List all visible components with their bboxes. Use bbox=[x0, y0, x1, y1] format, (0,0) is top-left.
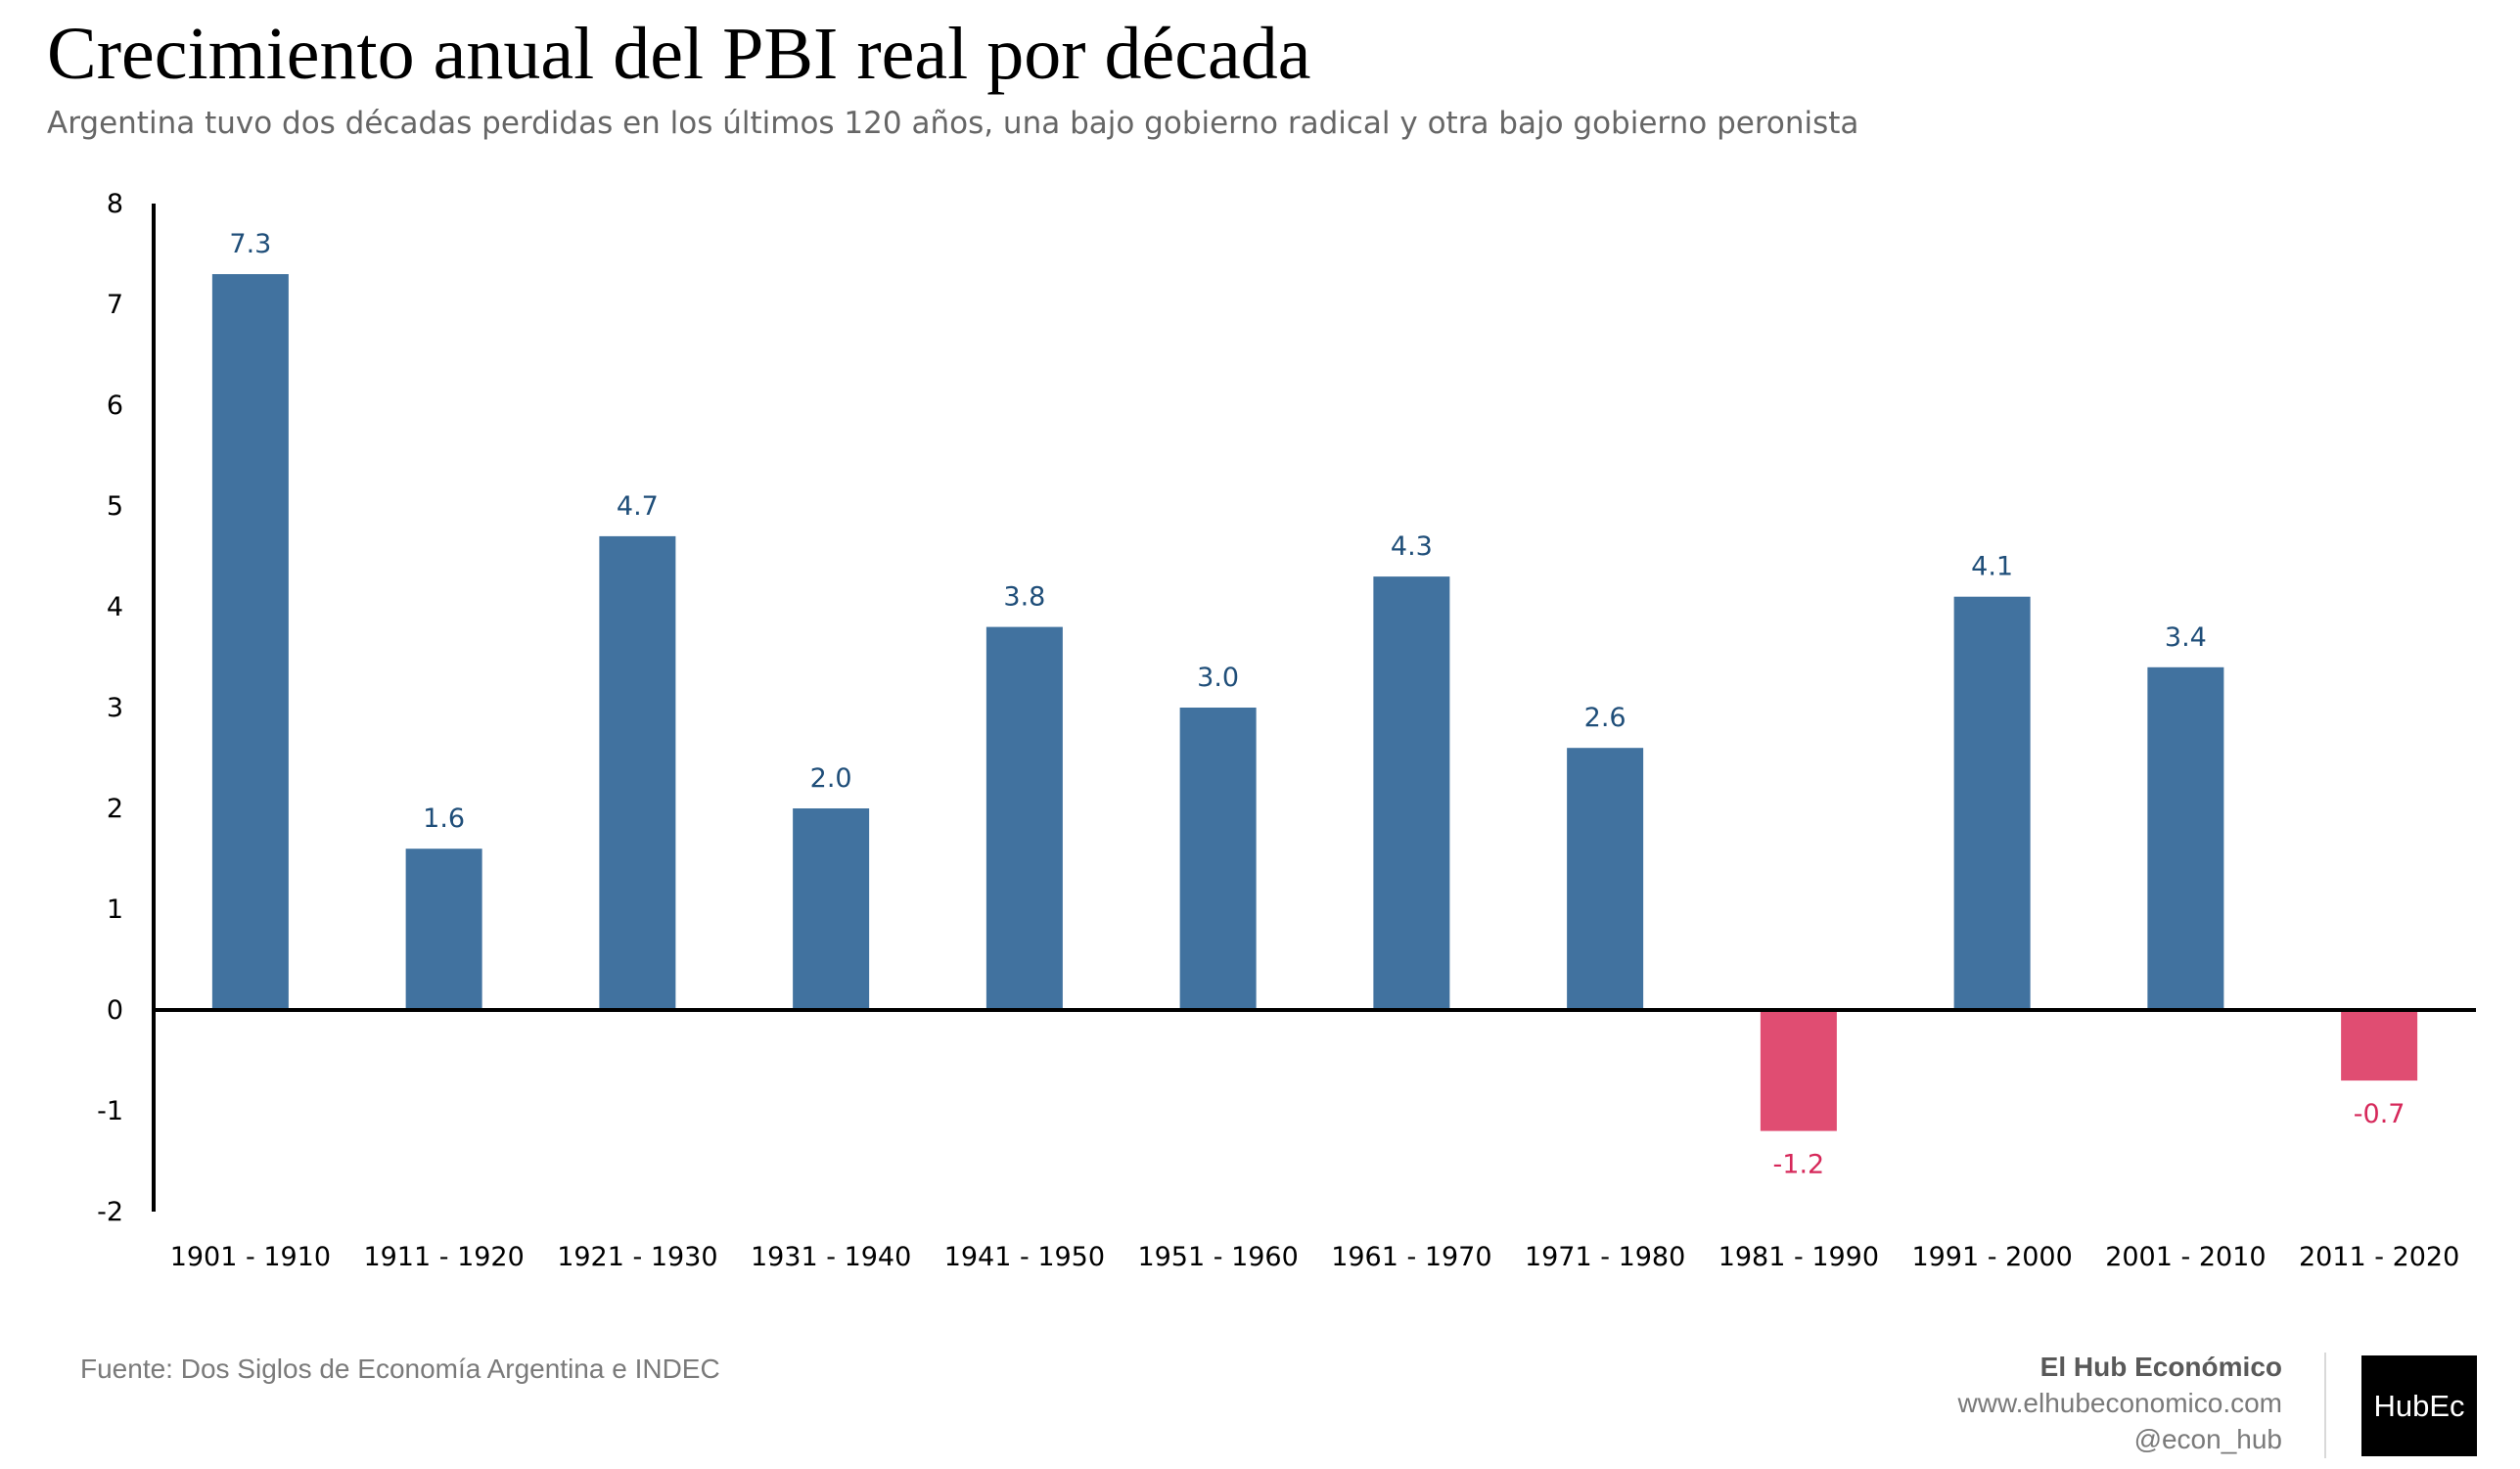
y-tick-label: 1 bbox=[107, 895, 123, 925]
x-category-label: 1901 - 1910 bbox=[170, 1242, 331, 1272]
x-category-label: 1951 - 1960 bbox=[1137, 1242, 1298, 1272]
data-label: 2.6 bbox=[1584, 703, 1627, 733]
data-label: 1.6 bbox=[423, 803, 465, 834]
data-label: 3.0 bbox=[1197, 663, 1239, 693]
data-labels-group: 7.3 1.6 4.7 2.0 3.8 3.0 4.3 2.6 -1.2 4.1 3.4 -0.7 bbox=[229, 229, 2405, 1180]
bar-1991-2000 bbox=[1953, 596, 2031, 1010]
data-label: -0.7 bbox=[2354, 1099, 2405, 1129]
x-axis-labels: 1901 - 1910 1911 - 1920 1921 - 1930 1931 - … bbox=[170, 1242, 2460, 1272]
y-tick-label: 0 bbox=[107, 995, 123, 1026]
chart-subtitle: Argentina tuvo dos décadas perdidas en l… bbox=[47, 106, 1859, 141]
x-category-label: 1961 - 1970 bbox=[1331, 1242, 1491, 1272]
bar-1921-1930 bbox=[599, 535, 676, 1010]
y-tick-label: -2 bbox=[97, 1197, 123, 1227]
source-note: Fuente: Dos Siglos de Economía Argentina… bbox=[80, 1354, 720, 1384]
bar-1971-1980 bbox=[1567, 748, 1644, 1010]
y-axis-ticks: -2 -1 0 1 2 3 4 5 6 7 8 bbox=[97, 189, 123, 1227]
x-category-label: 1911 - 1920 bbox=[363, 1242, 524, 1272]
hubec-logo: HubEc bbox=[2361, 1355, 2477, 1456]
chart-title: Crecimiento anual del PBI real por décad… bbox=[47, 13, 1311, 95]
bar-2001-2010 bbox=[2147, 666, 2224, 1010]
data-label: 4.1 bbox=[1971, 552, 2013, 582]
data-label: 2.0 bbox=[810, 763, 852, 794]
y-tick-label: 3 bbox=[107, 693, 123, 723]
bar-1981-1990 bbox=[1760, 1012, 1837, 1131]
x-category-label: 1981 - 1990 bbox=[1718, 1242, 1879, 1272]
bar-1941-1950 bbox=[985, 626, 1063, 1010]
x-category-label: 2011 - 2020 bbox=[2299, 1242, 2459, 1272]
bar-2011-2020 bbox=[2341, 1012, 2418, 1081]
x-category-label: 1931 - 1940 bbox=[751, 1242, 911, 1272]
data-label: 4.7 bbox=[617, 491, 659, 522]
x-category-label: 2001 - 2010 bbox=[2105, 1242, 2266, 1272]
brand-handle: @econ_hub bbox=[2133, 1424, 2282, 1454]
data-label: 4.3 bbox=[1391, 531, 1433, 562]
bar-1951-1960 bbox=[1179, 708, 1257, 1010]
y-tick-label: 4 bbox=[107, 592, 123, 622]
data-label: 3.4 bbox=[2165, 622, 2207, 653]
brand-website: www.elhubeconomico.com bbox=[1957, 1388, 2283, 1418]
x-category-label: 1941 - 1950 bbox=[944, 1242, 1105, 1272]
y-tick-label: -1 bbox=[97, 1096, 123, 1126]
data-label: 3.8 bbox=[1003, 582, 1045, 613]
data-label: -1.2 bbox=[1773, 1150, 1825, 1180]
x-category-label: 1971 - 1980 bbox=[1525, 1242, 1685, 1272]
y-tick-label: 8 bbox=[107, 189, 123, 219]
x-category-label: 1991 - 2000 bbox=[1911, 1242, 2072, 1272]
brand-name: El Hub Económico bbox=[2039, 1352, 2282, 1382]
brand-block: El Hub Económico www.elhubeconomico.com … bbox=[1958, 1349, 2283, 1457]
bars-group bbox=[211, 274, 2418, 1131]
data-label: 7.3 bbox=[229, 229, 271, 259]
brand-divider bbox=[2324, 1353, 2326, 1458]
y-tick-label: 7 bbox=[107, 290, 123, 320]
y-tick-label: 2 bbox=[107, 794, 123, 824]
x-category-label: 1921 - 1930 bbox=[557, 1242, 717, 1272]
bar-1901-1910 bbox=[211, 274, 289, 1011]
bar-1911-1920 bbox=[405, 849, 482, 1010]
bar-1931-1940 bbox=[793, 808, 870, 1010]
y-tick-label: 5 bbox=[107, 491, 123, 522]
y-tick-label: 6 bbox=[107, 390, 123, 421]
bar-1961-1970 bbox=[1373, 576, 1450, 1010]
